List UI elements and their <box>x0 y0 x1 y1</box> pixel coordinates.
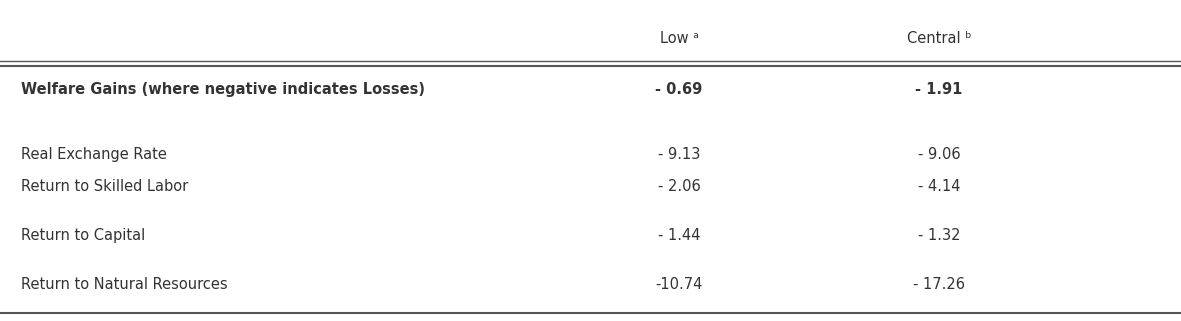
Text: Return to Capital: Return to Capital <box>21 229 145 243</box>
Text: Return to Natural Resources: Return to Natural Resources <box>21 277 228 291</box>
Text: - 9.13: - 9.13 <box>658 147 700 161</box>
Text: - 1.91: - 1.91 <box>915 82 963 97</box>
Text: -10.74: -10.74 <box>655 277 703 291</box>
Text: Welfare Gains (where negative indicates Losses): Welfare Gains (where negative indicates … <box>21 82 425 97</box>
Text: - 2.06: - 2.06 <box>658 179 700 194</box>
Text: Return to Skilled Labor: Return to Skilled Labor <box>21 179 189 194</box>
Text: - 1.44: - 1.44 <box>658 229 700 243</box>
Text: - 17.26: - 17.26 <box>913 277 965 291</box>
Text: Real Exchange Rate: Real Exchange Rate <box>21 147 168 161</box>
Text: Low ᵃ: Low ᵃ <box>660 31 698 46</box>
Text: - 4.14: - 4.14 <box>918 179 960 194</box>
Text: - 1.32: - 1.32 <box>918 229 960 243</box>
Text: - 0.69: - 0.69 <box>655 82 703 97</box>
Text: Central ᵇ: Central ᵇ <box>907 31 971 46</box>
Text: - 9.06: - 9.06 <box>918 147 960 161</box>
